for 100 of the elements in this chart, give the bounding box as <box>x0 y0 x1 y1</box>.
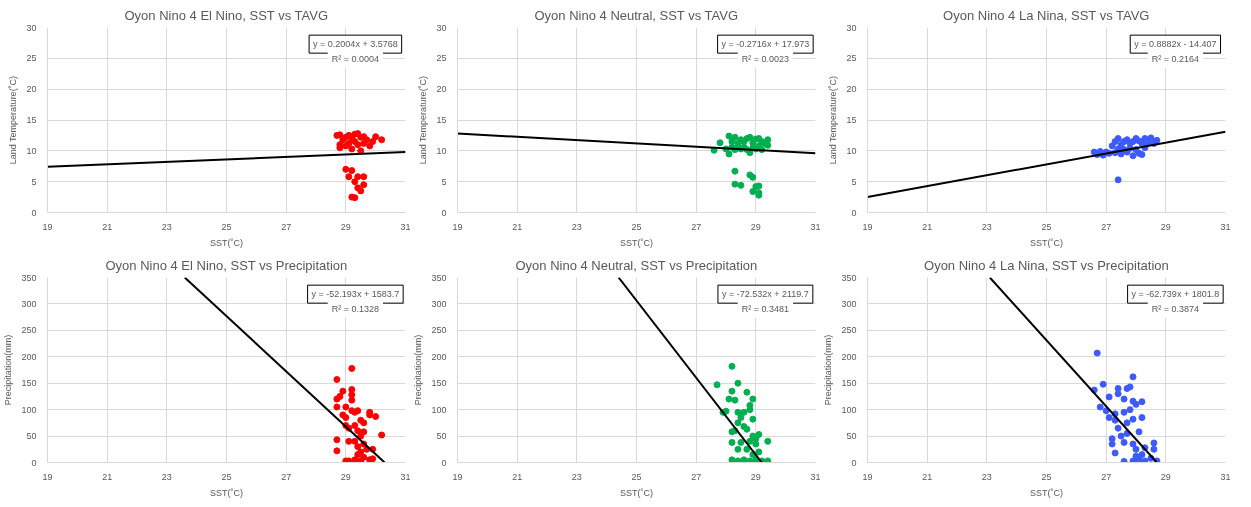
x-tick-label: 31 <box>400 221 411 232</box>
x-tick-label: 29 <box>750 471 761 482</box>
x-tick-label: 23 <box>571 221 582 232</box>
y-tick-label: 15 <box>436 115 447 125</box>
y-axis-title: Land Temperature(˚C) <box>418 75 429 165</box>
y-tick-label: 250 <box>431 325 447 336</box>
y-tick-label: 350 <box>431 272 447 283</box>
y-tick-label: 50 <box>846 431 857 442</box>
x-axis-title: SST(˚C) <box>1030 237 1063 248</box>
x-axis-title: SST(˚C) <box>620 237 653 248</box>
y-tick-label: 30 <box>846 22 857 33</box>
y-tick-label: 100 <box>431 404 447 415</box>
x-tick-label: 27 <box>691 471 702 482</box>
x-tick-label: 29 <box>1160 221 1171 232</box>
annotation: y = -0.2716x + 17.973 <box>721 39 810 50</box>
x-tick-label: 23 <box>981 471 992 482</box>
annotation: y = -72.532x + 2119.7 <box>721 289 809 300</box>
x-tick-label: 27 <box>281 221 292 232</box>
y-tick-label: 25 <box>26 53 37 64</box>
y-tick-label: 150 <box>841 378 857 389</box>
y-tick-label: 10 <box>846 145 857 156</box>
annotation: R² = 0.3481 <box>741 303 790 314</box>
x-tick-label: 25 <box>631 471 642 482</box>
x-axis-title: SST(˚C) <box>620 487 653 498</box>
y-tick-label: 0 <box>851 207 857 218</box>
x-tick-label: 19 <box>452 221 463 232</box>
y-tick-label: 5 <box>31 176 37 187</box>
annotation: y = -52.193x + 1583.7 <box>311 289 400 300</box>
x-tick-label: 21 <box>512 471 523 482</box>
x-tick-label: 19 <box>42 471 53 482</box>
x-tick-label: 21 <box>922 471 933 482</box>
y-tick-label: 300 <box>21 298 37 309</box>
x-tick-label: 25 <box>221 221 232 232</box>
x-tick-label: 21 <box>512 221 523 232</box>
y-tick-label: 300 <box>431 298 447 309</box>
y-tick-label: 10 <box>26 145 37 156</box>
y-tick-label: 0 <box>31 457 37 468</box>
annotation: R² = 0.1328 <box>331 303 380 314</box>
x-tick-label: 25 <box>1041 471 1052 482</box>
x-tick-label: 21 <box>102 471 113 482</box>
annotation: y = 0.2004x + 3.5768 <box>313 39 398 50</box>
y-tick-label: 250 <box>841 325 857 336</box>
y-tick-label: 5 <box>441 176 447 187</box>
y-tick-label: 350 <box>841 272 857 283</box>
x-tick-label: 23 <box>981 221 992 232</box>
y-tick-label: 150 <box>431 378 447 389</box>
x-axis-title: SST(˚C) <box>210 487 243 498</box>
x-tick-label: 27 <box>281 471 292 482</box>
x-tick-label: 25 <box>1041 221 1052 232</box>
y-tick-label: 0 <box>441 457 447 468</box>
x-tick-label: 19 <box>42 221 53 232</box>
y-tick-label: 20 <box>26 84 37 95</box>
x-tick-label: 31 <box>400 471 411 482</box>
y-tick-label: 20 <box>846 84 857 95</box>
y-axis-title: Precipitation(mm) <box>413 334 424 406</box>
x-tick-label: 29 <box>750 221 761 232</box>
y-tick-label: 300 <box>841 298 857 309</box>
y-tick-label: 5 <box>851 176 857 187</box>
x-tick-label: 29 <box>340 471 351 482</box>
y-tick-label: 250 <box>21 325 37 336</box>
x-tick-label: 27 <box>1101 471 1112 482</box>
chart-title: Oyon Nino 4 La Nina, SST vs TAVG <box>943 7 1150 23</box>
x-tick-label: 23 <box>161 471 172 482</box>
x-tick-label: 23 <box>161 221 172 232</box>
chart-title: Oyon Nino 4 El Nino, SST vs TAVG <box>124 7 329 23</box>
y-axis-title: Precipitation(mm) <box>823 334 834 406</box>
x-tick-label: 25 <box>221 471 232 482</box>
y-tick-label: 200 <box>431 351 447 362</box>
y-tick-label: 10 <box>436 145 447 156</box>
y-tick-label: 350 <box>21 272 37 283</box>
x-tick-label: 21 <box>922 221 933 232</box>
annotation: R² = 0.0004 <box>331 53 380 64</box>
y-axis-title: Precipitation(mm) <box>3 334 14 406</box>
x-tick-label: 31 <box>810 471 821 482</box>
y-tick-label: 20 <box>436 84 447 95</box>
y-tick-label: 100 <box>21 404 37 415</box>
x-tick-label: 19 <box>862 221 873 232</box>
y-tick-label: 50 <box>26 431 37 442</box>
y-axis-title: Land Temperature(˚C) <box>828 75 839 165</box>
x-tick-label: 21 <box>102 221 113 232</box>
chart-title: Oyon Nino 4 Neutral, SST vs Precipitation <box>515 257 758 273</box>
x-tick-label: 31 <box>810 221 821 232</box>
x-tick-label: 25 <box>631 221 642 232</box>
annotation: R² = 0.2164 <box>1151 53 1200 64</box>
chart-title: Oyon Nino 4 Neutral, SST vs TAVG <box>534 7 739 23</box>
x-tick-label: 27 <box>1101 221 1112 232</box>
x-axis-title: SST(˚C) <box>1030 487 1063 498</box>
y-tick-label: 25 <box>436 53 447 64</box>
chart-title: Oyon Nino 4 El Nino, SST vs Precipitation <box>105 257 348 273</box>
y-tick-label: 100 <box>841 404 857 415</box>
y-tick-label: 15 <box>846 115 857 125</box>
y-axis-title: Land Temperature(˚C) <box>8 75 19 165</box>
annotation: y = -62.739x + 1801.8 <box>1131 289 1220 300</box>
y-tick-label: 200 <box>21 351 37 362</box>
y-tick-label: 30 <box>436 22 447 33</box>
x-tick-label: 31 <box>1220 221 1231 232</box>
annotation: R² = 0.0023 <box>741 53 790 64</box>
x-tick-label: 23 <box>571 471 582 482</box>
y-tick-label: 200 <box>841 351 857 362</box>
y-tick-label: 0 <box>851 457 857 468</box>
